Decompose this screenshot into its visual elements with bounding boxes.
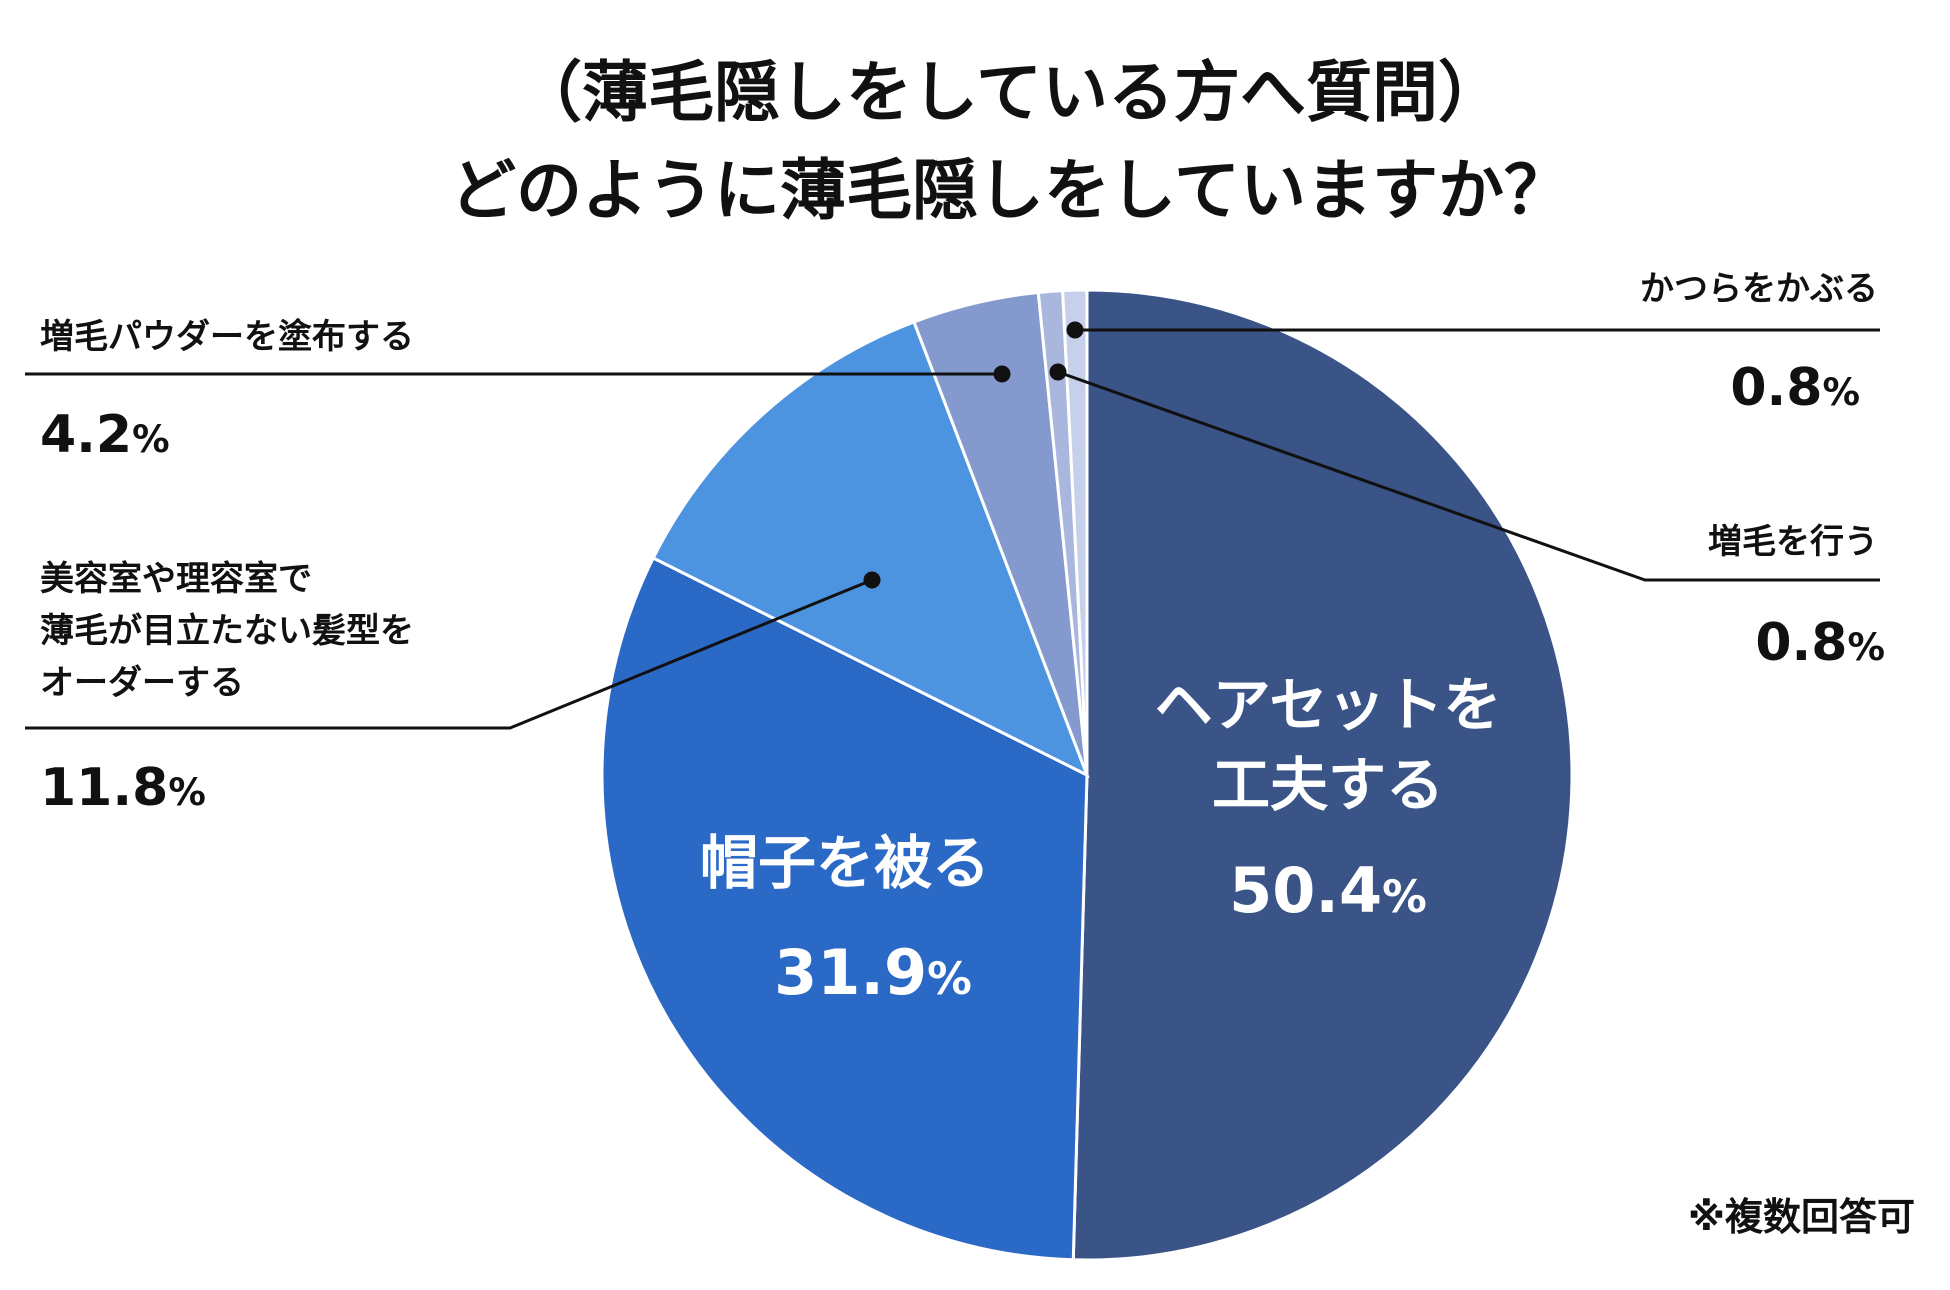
slice-value-katsura: 0.8% <box>1730 358 1860 418</box>
leader-dot-zoumou <box>1049 363 1067 381</box>
slice-label-biyoushitsu-line-1: 美容室や理容室で <box>40 559 312 599</box>
slice-label-zoumou: 増毛を行う <box>1708 522 1878 562</box>
multiple-answer-note: ※複数回答可 <box>1688 1195 1915 1239</box>
pie-slices <box>600 288 1574 1262</box>
slice-label-katsura: かつらをかぶる <box>1640 269 1878 309</box>
slice-value-boushi: 31.9% <box>774 936 972 1009</box>
pie-slice-biyoushitsu <box>651 319 1090 779</box>
leader-dot-powder <box>993 365 1011 383</box>
slice-value-hairset: 50.4% <box>1229 854 1427 927</box>
leader-dot-biyoushitsu <box>863 571 881 589</box>
slice-label-biyoushitsu-line-2: 薄毛が目立たない髪型を <box>40 611 414 651</box>
chart-title-line-2: どのように薄毛隠しをしていますか？ <box>450 152 1570 229</box>
leader-dot-katsura <box>1066 321 1084 339</box>
slice-label-hairset-line-2: 工夫する <box>1212 751 1444 819</box>
leader-lines <box>25 321 1880 730</box>
slice-label-boushi: 帽子を被る <box>700 829 990 897</box>
leader-line-biyoushitsu <box>25 578 873 730</box>
slice-label-hairset-line-1: ヘアセットを <box>1155 671 1502 739</box>
leader-line-zoumou <box>1057 370 1880 582</box>
pie-slice-hairset <box>1071 288 1574 1262</box>
chart-title-line-1: （薄毛隠しをしている方へ質問） <box>516 54 1504 131</box>
slice-value-zoumou: 0.8% <box>1755 613 1885 673</box>
slice-value-biyoushitsu: 11.8% <box>40 758 206 818</box>
slice-label-powder: 増毛パウダーを塗布する <box>40 317 414 357</box>
slice-label-biyoushitsu-line-3: オーダーする <box>40 663 244 703</box>
slice-value-powder: 4.2% <box>40 405 170 465</box>
pie-slice-katsura <box>1061 288 1089 776</box>
